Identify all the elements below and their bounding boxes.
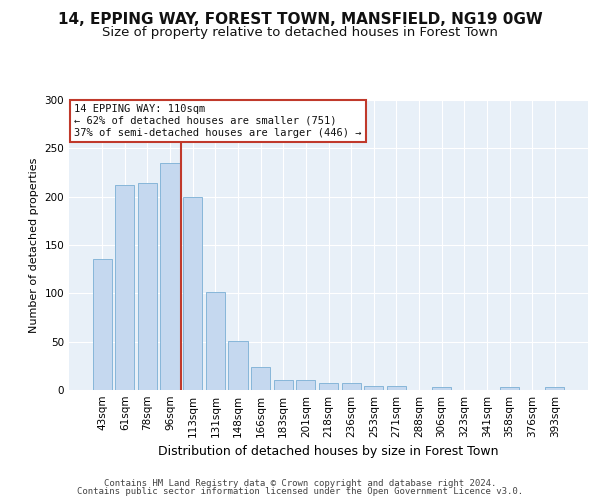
X-axis label: Distribution of detached houses by size in Forest Town: Distribution of detached houses by size … (158, 446, 499, 458)
Bar (206, 292, 225, 390)
Text: Contains HM Land Registry data © Crown copyright and database right 2024.: Contains HM Land Registry data © Crown c… (104, 478, 496, 488)
Bar (432, 387, 451, 390)
Bar (500, 387, 519, 390)
Bar (160, 163, 180, 390)
Bar (545, 387, 565, 390)
Text: 14, EPPING WAY, FOREST TOWN, MANSFIELD, NG19 0GW: 14, EPPING WAY, FOREST TOWN, MANSFIELD, … (58, 12, 542, 28)
Bar (296, 380, 316, 390)
Bar (364, 386, 383, 390)
Bar (229, 340, 248, 390)
Text: 14 EPPING WAY: 110sqm
← 62% of detached houses are smaller (751)
37% of semi-det: 14 EPPING WAY: 110sqm ← 62% of detached … (74, 104, 362, 138)
Bar (274, 380, 293, 390)
Bar (387, 386, 406, 390)
Bar (115, 185, 134, 390)
Bar (183, 196, 202, 390)
Bar (251, 367, 270, 390)
Y-axis label: Number of detached properties: Number of detached properties (29, 158, 39, 332)
Bar (341, 383, 361, 390)
Bar (319, 383, 338, 390)
Text: Size of property relative to detached houses in Forest Town: Size of property relative to detached ho… (102, 26, 498, 39)
Bar (138, 183, 157, 390)
Text: Contains public sector information licensed under the Open Government Licence v3: Contains public sector information licen… (77, 487, 523, 496)
Bar (92, 258, 112, 390)
